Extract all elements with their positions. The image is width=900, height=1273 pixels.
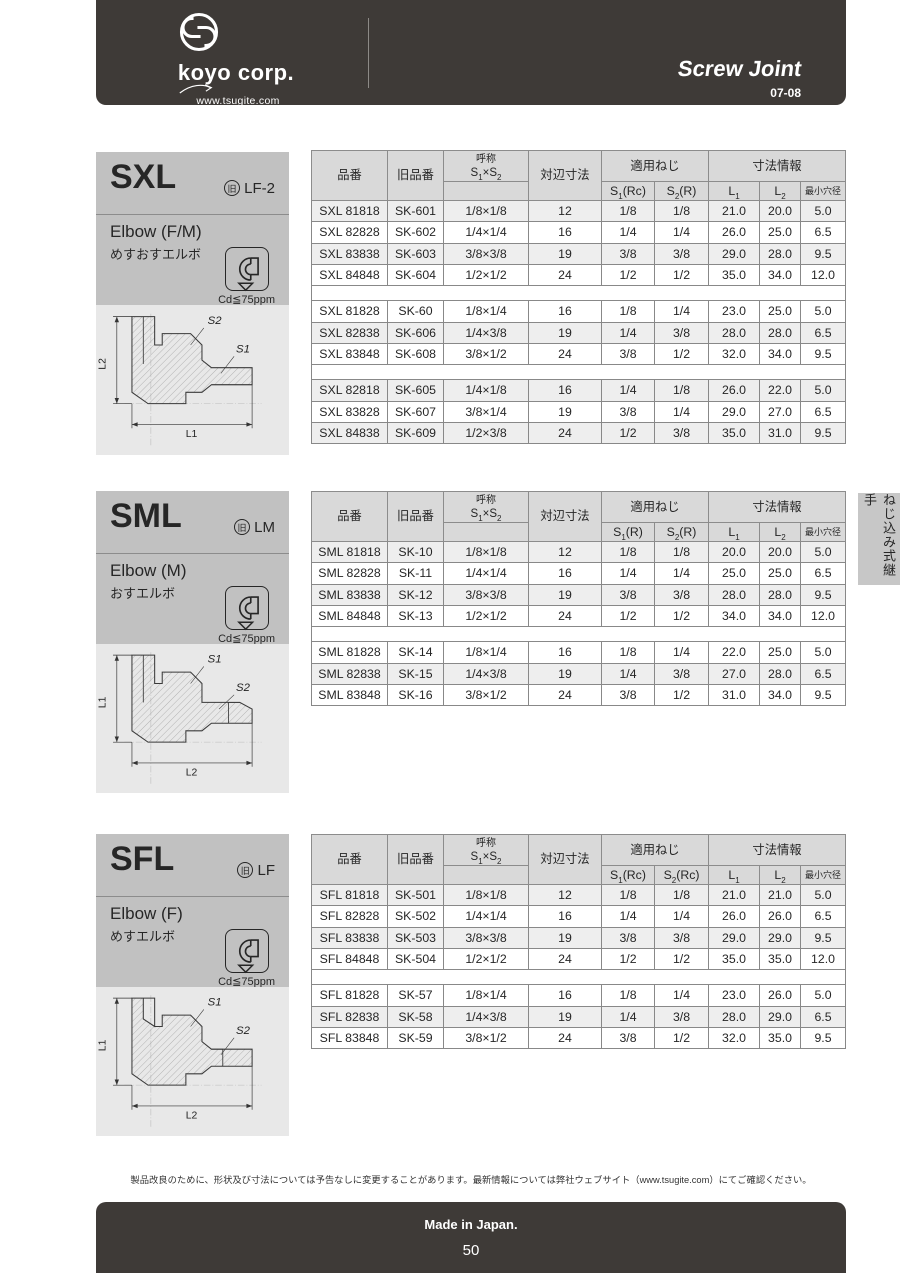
- svg-text:S1: S1: [208, 997, 222, 1009]
- svg-text:L2: L2: [97, 358, 108, 370]
- svg-text:L1: L1: [97, 696, 108, 708]
- svg-text:L2: L2: [186, 1110, 198, 1121]
- svg-text:L1: L1: [186, 429, 198, 440]
- svg-text:S2: S2: [236, 682, 251, 694]
- svg-text:S2: S2: [236, 1025, 251, 1037]
- svg-text:S1: S1: [236, 344, 250, 356]
- svg-text:S2: S2: [208, 315, 223, 327]
- svg-text:S1: S1: [208, 654, 222, 666]
- svg-text:L2: L2: [186, 767, 198, 778]
- svg-text:L1: L1: [97, 1039, 108, 1051]
